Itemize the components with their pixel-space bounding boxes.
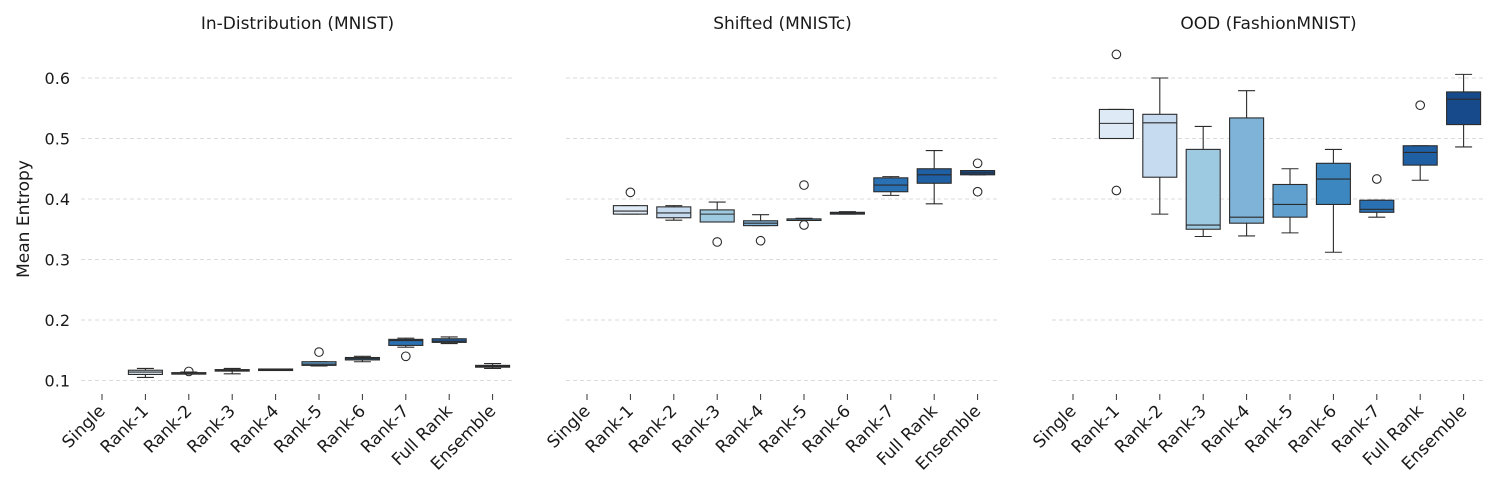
- outlier-point: [1415, 100, 1426, 111]
- box-rank-7: [1359, 174, 1395, 218]
- outlier-point: [799, 180, 809, 190]
- box-rank-1: [1098, 49, 1134, 196]
- box-rank-3: [1185, 125, 1221, 238]
- box-rank-6: [829, 211, 865, 215]
- iqr-box: [916, 168, 952, 184]
- iqr-box: [699, 209, 735, 223]
- outlier-point: [1111, 49, 1122, 60]
- box-rank-6: [1315, 148, 1351, 253]
- iqr-box: [1315, 162, 1351, 205]
- box-full-rank: [431, 336, 467, 345]
- outlier-point: [712, 237, 723, 247]
- outlier-point: [625, 187, 636, 198]
- y-axis-label: Mean Entropy: [14, 160, 34, 278]
- y-tick-label: 0.4: [45, 190, 70, 209]
- box-rank-5: [1272, 168, 1308, 234]
- iqr-box: [388, 338, 424, 346]
- iqr-box: [1098, 108, 1134, 140]
- box-rank-6: [344, 355, 380, 363]
- iqr-box: [1142, 113, 1178, 178]
- outlier-point: [799, 220, 809, 230]
- panels: In-Distribution (MNIST) 0.1 0.2 0.3 0.4 0.5 0.…: [45, 14, 1485, 474]
- panel-title: In-Distribution (MNIST): [201, 14, 394, 34]
- box-rank-5: [301, 347, 337, 367]
- iqr-box: [1402, 145, 1438, 166]
- box-rank-4: [743, 214, 779, 246]
- outlier-point: [314, 347, 324, 357]
- outlier-point: [400, 351, 411, 362]
- panel-title: Shifted (MNISTc): [713, 14, 852, 34]
- y-tick-label: 0.5: [45, 130, 70, 149]
- y-tick-label: 0.6: [45, 69, 70, 88]
- iqr-box: [612, 205, 648, 215]
- box-rank-7: [388, 337, 424, 362]
- box-rank-4: [1229, 90, 1265, 237]
- iqr-box: [656, 206, 692, 219]
- outlier-point: [1111, 185, 1122, 196]
- iqr-box: [1359, 199, 1395, 213]
- iqr-box: [1446, 91, 1482, 126]
- iqr-box: [1272, 183, 1308, 218]
- outlier-point: [972, 158, 983, 169]
- box-rank-2: [1142, 77, 1178, 215]
- iqr-box: [1185, 148, 1221, 230]
- outlier-point: [755, 235, 766, 246]
- y-tick-label: 0.3: [45, 251, 70, 270]
- outlier-point: [1371, 174, 1382, 184]
- y-axis-label-group: Mean Entropy: [14, 160, 34, 278]
- iqr-box: [431, 338, 467, 343]
- panel-2: Shifted (MNISTc)SingleRank-1Rank-2Rank-3…: [543, 14, 999, 474]
- box-full-rank: [916, 150, 952, 205]
- box-rank-7: [873, 176, 909, 196]
- outlier-point: [972, 186, 983, 197]
- box-ensemble: [1446, 73, 1482, 148]
- box-rank-3: [699, 201, 735, 247]
- box-rank-1: [612, 187, 648, 215]
- y-tick-label: 0.2: [45, 311, 70, 330]
- box-rank-3: [214, 367, 250, 375]
- y-tick-label: 0.1: [45, 372, 70, 391]
- iqr-box: [1229, 117, 1265, 224]
- box-rank-1: [127, 367, 163, 379]
- panel-1: In-Distribution (MNIST) 0.1 0.2 0.3 0.4 0.5 0.…: [45, 14, 514, 474]
- box-rank-2: [171, 366, 207, 377]
- box-rank-5: [786, 180, 822, 230]
- iqr-box: [301, 361, 337, 366]
- outlier-point: [183, 366, 194, 377]
- box-rank-2: [656, 205, 692, 221]
- box-ensemble: [960, 158, 996, 197]
- panel-title: OOD (FashionMNIST): [1180, 14, 1356, 34]
- box-ensemble: [475, 363, 511, 369]
- panel-3: OOD (FashionMNIST)SingleRank-1Rank-2Rank…: [1029, 14, 1485, 474]
- box-rank-4: [258, 368, 294, 372]
- box-full-rank: [1402, 100, 1438, 181]
